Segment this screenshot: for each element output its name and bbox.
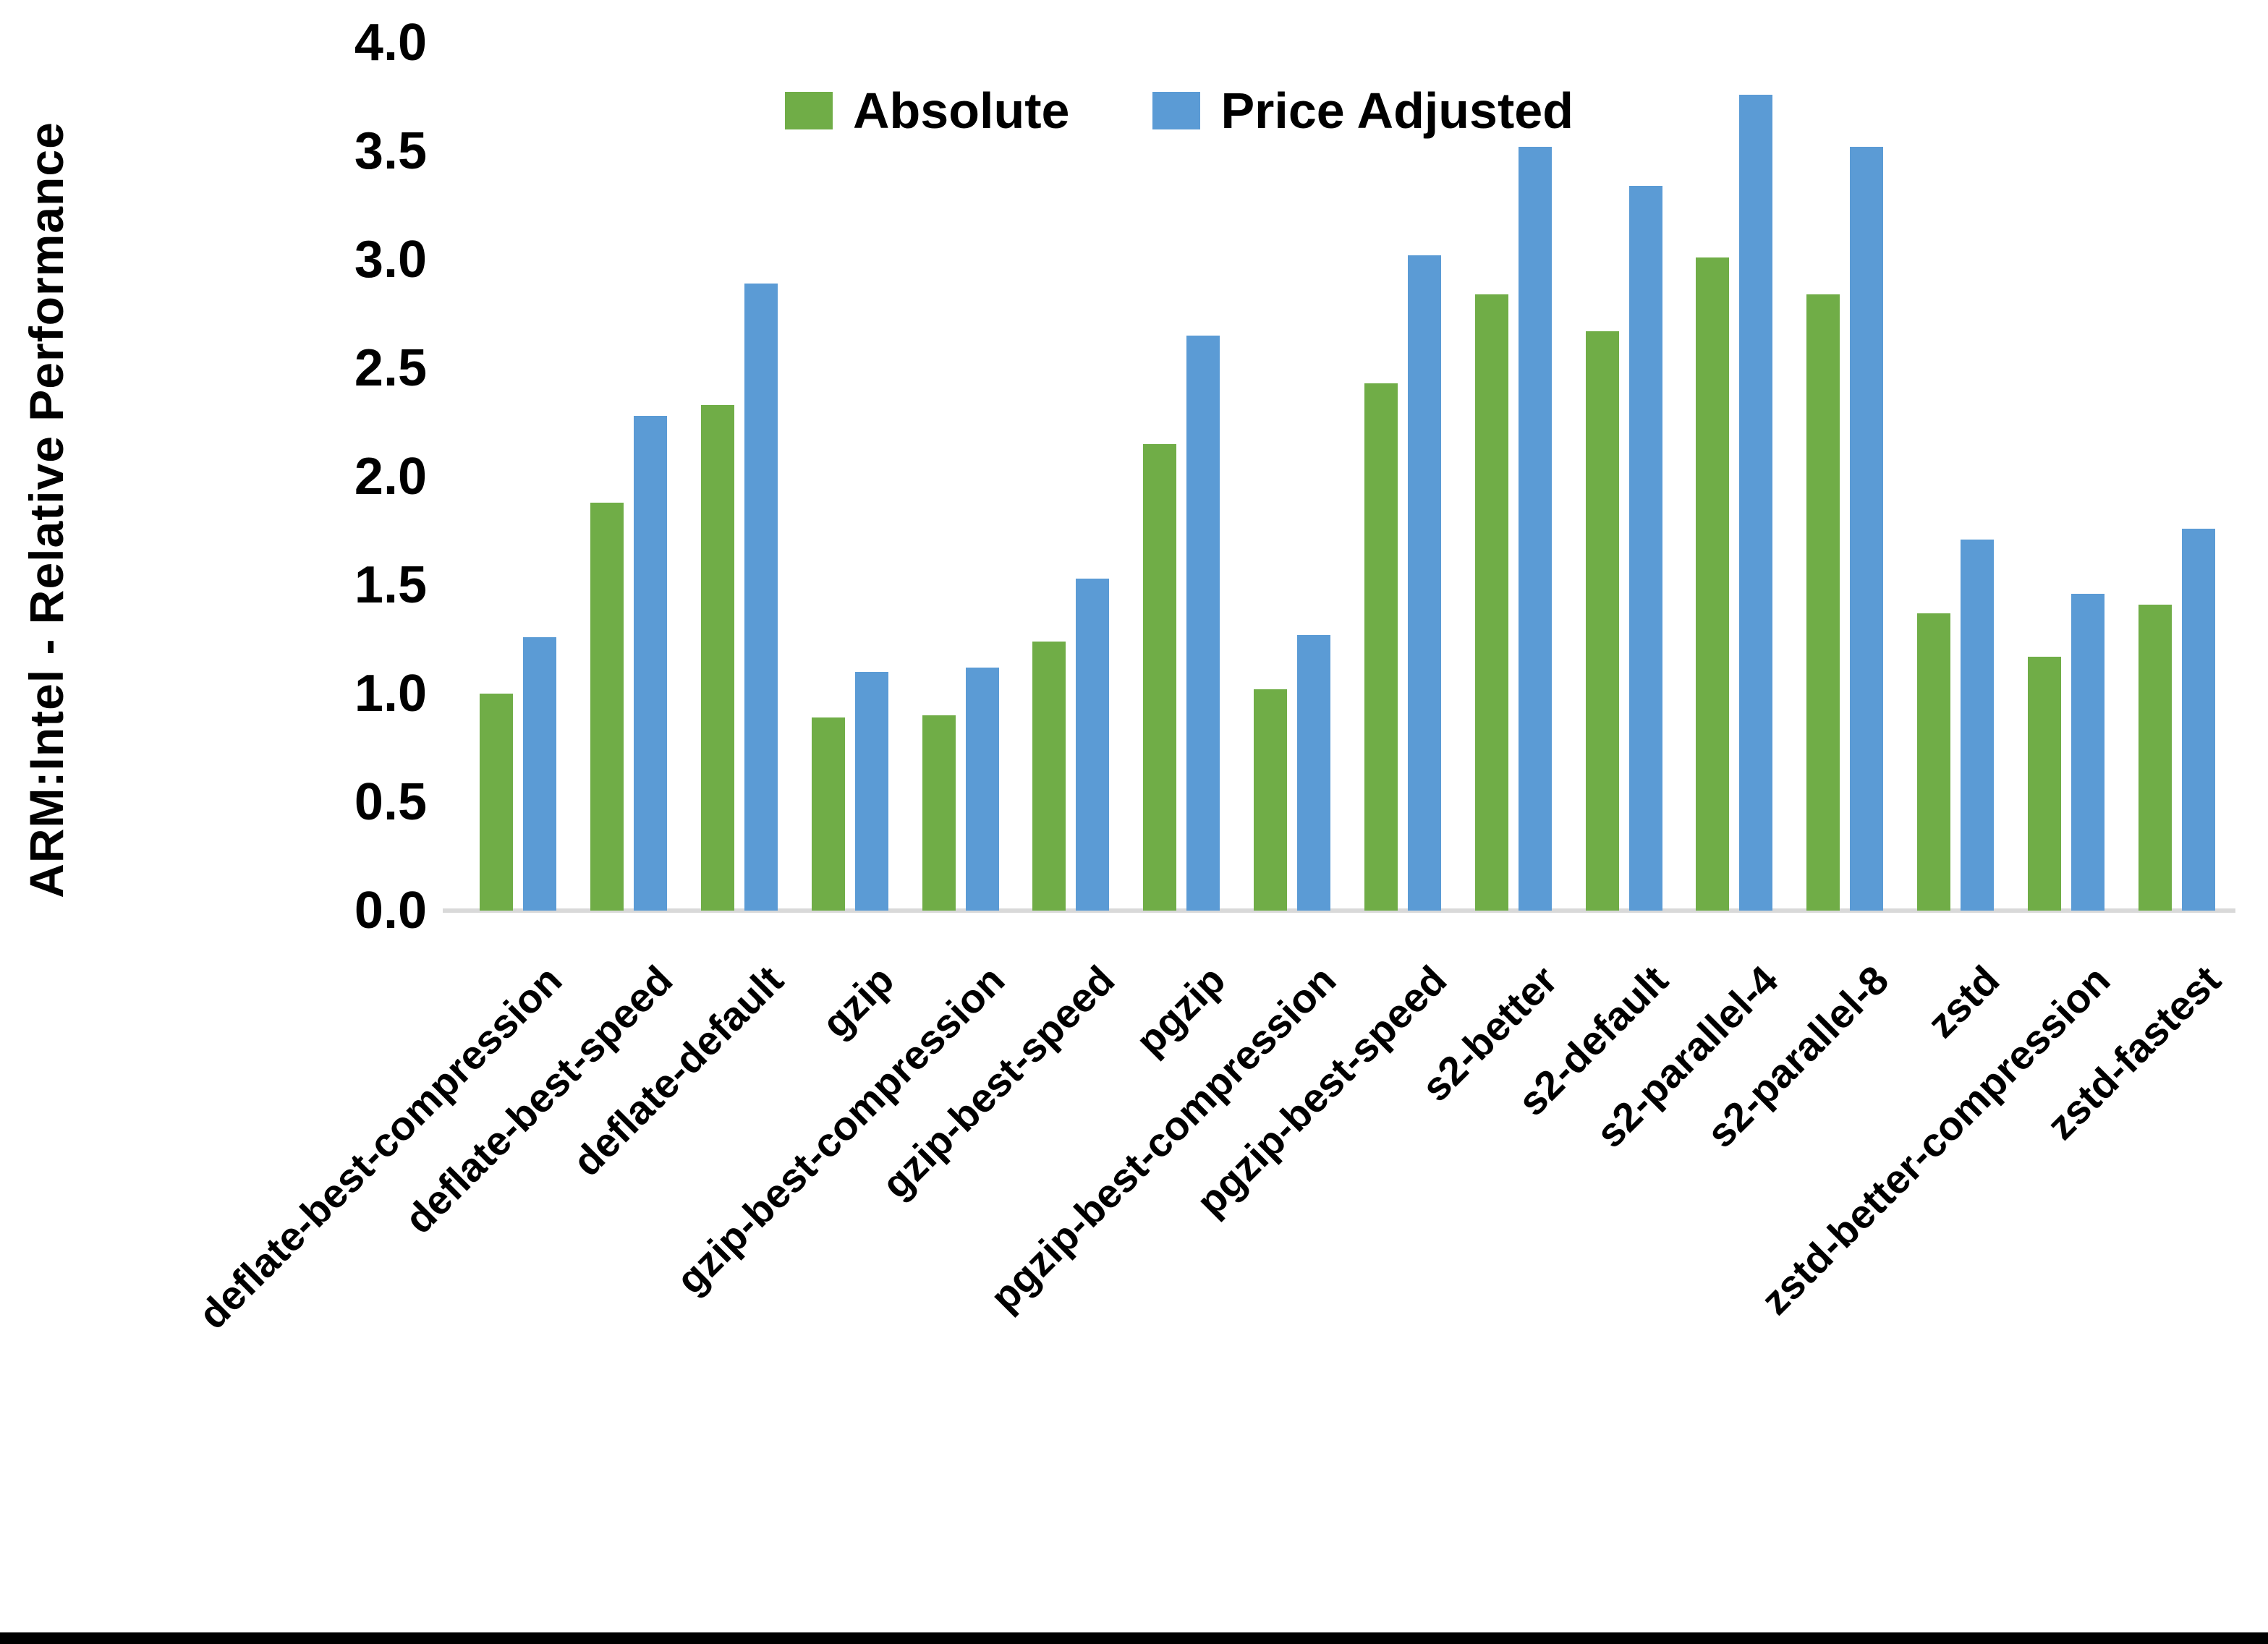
legend-swatch-absolute [785,92,833,129]
x-category-label: pgzip [1126,956,1234,1064]
y-tick-label: 3.5 [354,122,427,180]
x-axis-line [443,908,2235,913]
y-tick-label: 1.0 [354,665,427,723]
bar-price-adjusted-s2-better [1519,147,1552,911]
y-tick-label: 0.0 [354,882,427,940]
bar-price-adjusted-gzip-best-compression [966,668,999,911]
bar-absolute-deflate-default [701,405,734,911]
y-tick-label: 1.5 [354,556,427,614]
bar-price-adjusted-pgzip-best-compression [1297,635,1330,911]
bar-absolute-s2-better [1475,294,1508,911]
bar-price-adjusted-pgzip [1186,336,1220,911]
legend-label-absolute: Absolute [853,82,1070,139]
bar-price-adjusted-s2-parallel-4 [1739,95,1772,911]
y-tick-label: 2.0 [354,448,427,506]
y-tick-label: 2.5 [354,339,427,397]
bar-absolute-gzip-best-speed [1032,642,1066,911]
legend-swatch-price-adjusted [1152,92,1201,129]
legend-item-price-adjusted: Price Adjusted [1152,85,1573,136]
legend-item-absolute: Absolute [785,85,1069,136]
x-category-label: gzip [812,956,903,1047]
bar-absolute-pgzip-best-speed [1364,383,1398,911]
bar-absolute-s2-parallel-4 [1696,257,1729,911]
bar-price-adjusted-pgzip-best-speed [1408,255,1441,911]
bar-absolute-pgzip-best-compression [1254,689,1287,911]
bar-absolute-zstd [1917,613,1950,911]
bar-price-adjusted-zstd-better-compression [2071,594,2105,911]
bar-price-adjusted-gzip-best-speed [1076,579,1109,911]
bar-absolute-gzip [812,717,845,911]
bar-price-adjusted-s2-parallel-8 [1850,147,1883,911]
bar-absolute-s2-parallel-8 [1806,294,1840,911]
bar-absolute-pgzip [1143,444,1176,911]
bar-price-adjusted-s2-default [1629,186,1662,911]
bar-absolute-s2-default [1586,331,1619,911]
x-category-label: deflate-default [564,956,792,1185]
x-category-label: zstd [1918,956,2008,1047]
bar-price-adjusted-deflate-best-compression [523,637,556,911]
legend-label-price-adjusted: Price Adjusted [1220,82,1573,139]
bar-absolute-deflate-best-speed [590,503,624,911]
legend: Absolute Price Adjusted [785,85,1573,136]
bar-absolute-gzip-best-compression [922,715,956,911]
bar-price-adjusted-zstd-fastest [2182,529,2215,911]
y-tick-label: 0.5 [354,773,427,831]
y-tick-label: 4.0 [354,14,427,72]
bar-price-adjusted-deflate-best-speed [634,416,667,911]
bar-price-adjusted-gzip [855,672,888,911]
y-tick-label: 3.0 [354,231,427,289]
bar-absolute-deflate-best-compression [480,694,513,911]
bar-absolute-zstd-better-compression [2028,657,2061,911]
bar-price-adjusted-zstd [1961,540,1994,911]
bar-absolute-zstd-fastest [2139,605,2172,911]
screen-bottom-border [0,1632,2268,1644]
bar-price-adjusted-deflate-default [744,284,778,911]
